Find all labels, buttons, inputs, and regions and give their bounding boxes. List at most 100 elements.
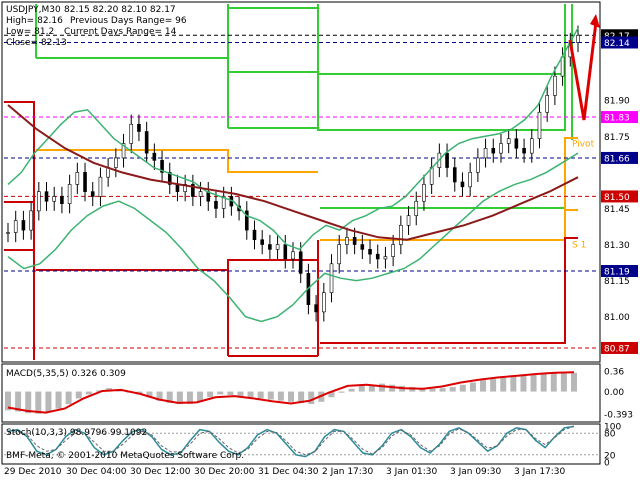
macd-bar [449,387,456,392]
info-block: USDJPY,M30 82.15 82.20 82.10 82.17 High=… [6,5,187,48]
stoch-pane [1,423,601,465]
price-tag-label: 81.83 [604,114,630,124]
candle-body [314,304,318,313]
macd-bar [146,391,153,398]
price-tag-label: 80.87 [604,344,630,354]
macd-bar [35,391,42,414]
candle-body [44,191,49,202]
price-tag-label: 81.19 [604,268,630,278]
macd-bar [419,388,426,392]
macd-bar [5,391,11,411]
candle-body [13,220,18,233]
price-tick-label: 81.30 [604,241,630,251]
candle-body [522,148,526,154]
macd-bar [308,391,315,405]
candle-body [291,251,295,260]
macd-bar [95,390,102,392]
pivot-level [36,149,318,173]
candle-body [360,244,365,250]
macd-bar [500,377,507,392]
macd-bar [65,391,72,405]
macd-bar [429,388,436,392]
forecast-arrow-layer [568,14,600,121]
candle-body [98,176,103,197]
macd-title: MACD(5,35,5) 0.326 0.309 [6,369,126,379]
candle-body [221,196,226,209]
stoch-tick-label: 0 [604,459,610,469]
price-series-layer: Pivot S 1 [6,25,595,323]
macd-bar [227,391,234,395]
candle-body [252,229,257,241]
price-tag-bg [601,36,638,49]
candle-body [499,143,503,154]
macd-bar [328,391,335,398]
candle-body [6,232,10,234]
candle-body [460,181,465,188]
macd-bar [267,391,274,400]
candle-body [391,244,395,257]
macd-bar [560,372,567,392]
time-tick-label: 29 Dec 2010 [4,467,62,477]
series-bollinger-lower [7,152,579,323]
time-tick-label: 30 Dec 12:00 [130,467,191,477]
candle-body [406,215,411,226]
candle-body [483,148,488,159]
macd-bar [510,376,517,392]
stoch-tick-label: 100 [604,423,621,433]
macd-bar [550,372,557,392]
macd-bar [288,391,294,402]
candle-body [167,172,172,185]
candle-body [345,237,349,245]
macd-bar [368,384,375,392]
macd-tick-label: 0.00 [604,388,624,398]
macd-bar [480,380,487,392]
macd-bar [469,382,476,392]
price-tick-label: 81.15 [604,277,630,287]
price-tag-bg [601,265,638,277]
macd-bar [25,391,32,414]
candle-body [560,56,565,77]
forecast-arrowhead [590,14,600,28]
candle-body [160,160,164,173]
candle-body [214,200,218,209]
candle-body [352,237,357,245]
candle-body [183,184,187,192]
curr-range-label: Current Days Range= 14 [64,27,177,37]
candle-body [452,167,457,183]
macd-bar [298,391,305,403]
candle-body [152,152,157,161]
macd-bar [207,391,214,398]
macd-bar [348,388,355,392]
price-tag-label: 81.66 [604,154,630,164]
candle-body [52,196,57,202]
macd-bar [15,391,22,412]
macd-bar [247,391,254,398]
prev-range-label: Previous Days Range= 96 [70,16,187,26]
price-axis: 82.1782.1481.9081.8381.7581.6681.5081.45… [601,29,638,354]
macd-bar [540,373,547,392]
price-tick-label: 81.75 [604,133,630,143]
candle-body [90,191,95,197]
time-tick-label: 3 Jan 17:30 [514,467,566,477]
macd-tick-label: -0.393 [604,410,633,420]
candle-body [537,111,542,140]
candle-body [553,75,557,96]
candle-body [21,220,26,231]
macd-bar [166,391,173,403]
reference-lines [4,34,598,349]
price-tick-label: 81.00 [604,313,630,323]
candle-body [114,157,118,168]
symbol-label: USDJPY,M30 [6,5,61,15]
annotation-s-1: S 1 [572,241,586,251]
candle-body [337,244,342,265]
candle-body [260,239,264,245]
stoch-title: Stoch(10,3,3) 98.9796 99.1092 [6,428,147,438]
stoch-k-line [7,425,575,458]
price-pane [1,1,601,363]
price-tag-bg [601,151,638,164]
macd-bar [186,391,193,405]
time-tick-label: 30 Dec 04:00 [66,467,127,477]
candle-body [29,210,33,231]
macd-bar [459,384,466,392]
candle-body [576,34,580,43]
